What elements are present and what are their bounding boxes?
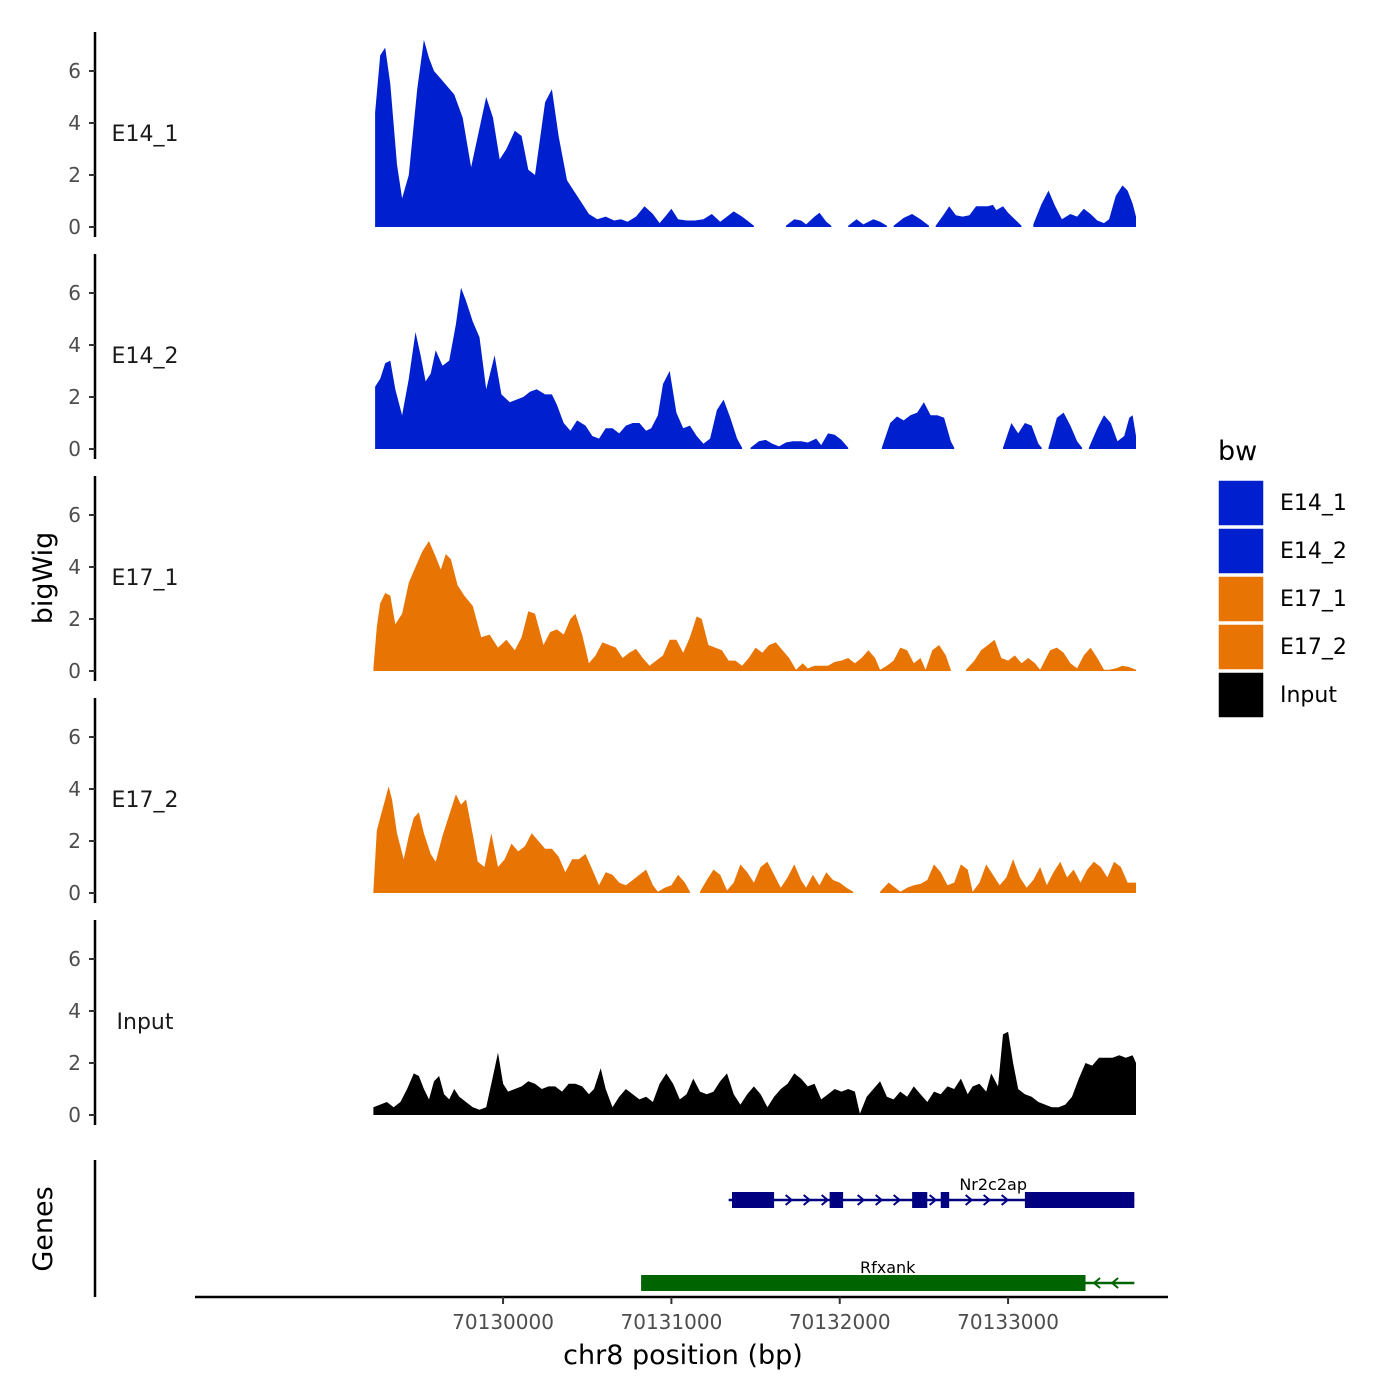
legend-label: E17_1	[1280, 587, 1347, 612]
y-tick-label: 0	[68, 437, 81, 461]
gene-exon	[641, 1275, 1086, 1291]
signal-area-input	[373, 1031, 1136, 1115]
x-tick-label: 70133000	[957, 1310, 1059, 1334]
legend-swatch-e17-2	[1217, 623, 1265, 671]
gene-exon	[829, 1192, 844, 1208]
strand-arrow	[1110, 1277, 1119, 1289]
strand-arrow	[964, 1194, 974, 1206]
signal-area-e14-1	[1033, 185, 1136, 227]
strand-arrow	[928, 1194, 938, 1206]
legend-swatch-e14-1	[1217, 479, 1265, 527]
signal-area-e14-1	[893, 214, 929, 227]
y-tick-label: 6	[68, 281, 81, 305]
gene-label: Nr2c2ap	[959, 1175, 1027, 1194]
legend-title: bw	[1218, 436, 1257, 467]
signal-area-e17-1	[966, 639, 1136, 671]
x-tick-label: 70131000	[621, 1310, 723, 1334]
y-tick-label: 6	[68, 503, 81, 527]
strand-arrow	[784, 1194, 794, 1206]
track-e14-2: 0 2 4 6 E14_2	[68, 254, 1136, 461]
y-axis-title: bigWig	[28, 532, 59, 625]
gene-rfxank: Rfxank	[641, 1258, 1135, 1291]
gene-exon	[732, 1192, 775, 1208]
track-label: E17_2	[112, 788, 179, 813]
gene-label: Rfxank	[860, 1258, 916, 1277]
y-tick-label: 0	[68, 881, 81, 905]
strand-arrow	[1092, 1277, 1101, 1289]
genes-panel: Nr2c2ap Rfxank	[93, 1160, 1135, 1297]
x-tick-label: 70130000	[452, 1310, 554, 1334]
track-label: E14_1	[112, 122, 179, 147]
y-tick-label: 4	[68, 777, 81, 801]
legend-swatch-e14-2	[1217, 527, 1265, 575]
legend-label: Input	[1280, 683, 1337, 708]
signal-area-e14-1	[935, 204, 1022, 227]
gene-exon	[912, 1192, 928, 1208]
gene-nr2c2ap: Nr2c2ap	[728, 1175, 1135, 1208]
signal-area-e14-1	[375, 39, 754, 227]
track-label: E14_2	[112, 344, 179, 369]
signal-area-e14-2	[1048, 412, 1083, 449]
y-tick-label: 2	[68, 385, 81, 409]
strand-arrow	[802, 1194, 812, 1206]
y-tick-label: 6	[68, 947, 81, 971]
strand-arrow	[1000, 1194, 1010, 1206]
y-tick-label: 4	[68, 999, 81, 1023]
y-tick-label: 4	[68, 333, 81, 357]
signal-area-e14-2	[1003, 423, 1042, 449]
legend-label: E17_2	[1280, 635, 1347, 660]
track-label: Input	[117, 1010, 174, 1035]
x-axis: 70130000 70131000 70132000 70133000	[195, 1295, 1168, 1334]
track-e17-1: 0 2 4 6 E17_1	[68, 476, 1136, 683]
y-tick-label: 2	[68, 829, 81, 853]
signal-area-e17-2	[700, 861, 854, 893]
gene-exon	[940, 1192, 950, 1208]
signal-area-e14-2	[750, 433, 849, 449]
strand-arrow	[820, 1194, 830, 1206]
legend-swatch-input	[1217, 671, 1265, 719]
legend-swatch-e17-1	[1217, 575, 1265, 623]
y-tick-label: 0	[68, 1103, 81, 1127]
y-tick-label: 6	[68, 725, 81, 749]
y-tick-label: 4	[68, 111, 81, 135]
track-label: E17_1	[112, 566, 179, 591]
track-e14-1: 0 2 4 6 E14_1	[68, 32, 1136, 239]
y-tick-label: 2	[68, 607, 81, 631]
y-tick-label: 2	[68, 163, 81, 187]
legend-label: E14_1	[1280, 491, 1347, 516]
x-axis-title: chr8 position (bp)	[563, 1340, 803, 1371]
gene-exon	[1024, 1192, 1135, 1208]
legend: bw E14_1 E14_2 E17_1 E17_2 Input	[1217, 436, 1347, 719]
signal-area-e14-2	[375, 287, 743, 449]
signal-tracks: 0 2 4 6 E14_1 0 2 4 6 E14_2 0 2 4 6 E17_1 0 2 4 6 E17_2 0 2 4 6…	[68, 32, 1136, 1127]
signal-area-e14-2	[881, 402, 955, 449]
strand-arrow	[856, 1194, 866, 1206]
strand-arrow	[892, 1194, 902, 1206]
signal-area-e17-2	[373, 786, 690, 893]
signal-area-e14-2	[1088, 415, 1136, 449]
signal-area-e14-1	[848, 219, 887, 227]
y-tick-label: 0	[68, 659, 81, 683]
strand-arrow	[874, 1194, 884, 1206]
x-tick-label: 70132000	[789, 1310, 891, 1334]
track-input: 0 2 4 6 Input	[68, 920, 1136, 1127]
signal-area-e17-1	[373, 541, 951, 671]
y-tick-label: 0	[68, 215, 81, 239]
genes-axis-title: Genes	[28, 1186, 59, 1271]
strand-arrow	[982, 1194, 992, 1206]
legend-label: E14_2	[1280, 539, 1347, 564]
signal-area-e14-1	[785, 212, 832, 227]
y-tick-label: 6	[68, 59, 81, 83]
track-e17-2: 0 2 4 6 E17_2	[68, 698, 1136, 905]
y-tick-label: 2	[68, 1051, 81, 1075]
signal-area-e17-2	[880, 859, 1136, 893]
y-tick-label: 4	[68, 555, 81, 579]
